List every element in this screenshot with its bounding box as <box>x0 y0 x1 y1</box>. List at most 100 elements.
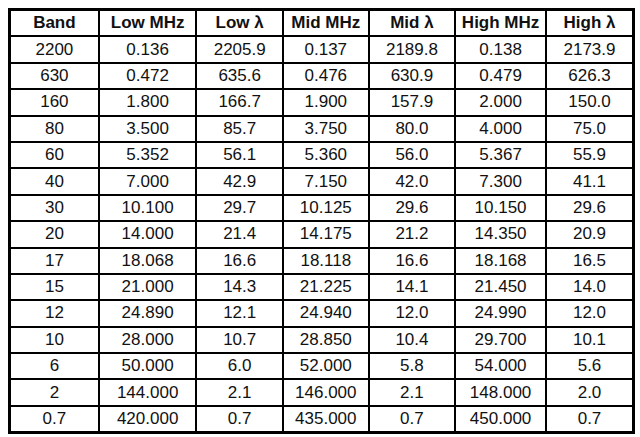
table-cell: 42.9 <box>196 168 282 194</box>
table-cell: 56.1 <box>196 142 282 168</box>
table-cell: 3.750 <box>283 116 369 142</box>
table-row: 1521.00014.321.22514.121.45014.0 <box>10 274 634 300</box>
table-cell: 0.472 <box>99 63 197 89</box>
table-cell: 20.9 <box>546 221 634 247</box>
table-cell: 40 <box>10 168 99 194</box>
table-row: 605.35256.15.36056.05.36755.9 <box>10 142 634 168</box>
table-cell: 435.000 <box>283 406 369 433</box>
table-row: 2014.00021.414.17521.214.35020.9 <box>10 221 634 247</box>
table-cell: 60 <box>10 142 99 168</box>
table-cell: 2.000 <box>455 89 546 115</box>
header-row: Band Low MHz Low λ Mid MHz Mid λ High MH… <box>10 10 634 37</box>
table-cell: 626.3 <box>546 63 634 89</box>
table-cell: 2 <box>10 379 99 405</box>
table-cell: 56.0 <box>369 142 455 168</box>
table-cell: 2205.9 <box>196 36 282 62</box>
table-cell: 16.6 <box>196 248 282 274</box>
table-cell: 55.9 <box>546 142 634 168</box>
table-cell: 14.000 <box>99 221 197 247</box>
table-row: 803.50085.73.75080.04.00075.0 <box>10 116 634 142</box>
table-cell: 29.700 <box>455 327 546 353</box>
table-cell: 5.6 <box>546 353 634 379</box>
table-cell: 10.100 <box>99 195 197 221</box>
table-cell: 18.068 <box>99 248 197 274</box>
table-cell: 29.6 <box>546 195 634 221</box>
band-frequency-table: Band Low MHz Low λ Mid MHz Mid λ High MH… <box>8 8 635 434</box>
table-cell: 148.000 <box>455 379 546 405</box>
table-cell: 21.000 <box>99 274 197 300</box>
table-row: 1224.89012.124.94012.024.99012.0 <box>10 300 634 326</box>
table-cell: 0.476 <box>283 63 369 89</box>
table-cell: 2173.9 <box>546 36 634 62</box>
table-cell: 54.000 <box>455 353 546 379</box>
table-cell: 157.9 <box>369 89 455 115</box>
column-header-high-lambda: High λ <box>546 10 634 37</box>
table-cell: 150.0 <box>546 89 634 115</box>
table-cell: 18.168 <box>455 248 546 274</box>
table-cell: 5.367 <box>455 142 546 168</box>
table-cell: 21.225 <box>283 274 369 300</box>
table-cell: 2.1 <box>369 379 455 405</box>
table-cell: 2189.8 <box>369 36 455 62</box>
table-row: 6300.472635.60.476630.90.479626.3 <box>10 63 634 89</box>
column-header-mid-mhz: Mid MHz <box>283 10 369 37</box>
table-cell: 10.4 <box>369 327 455 353</box>
table-row: 22000.1362205.90.1372189.80.1382173.9 <box>10 36 634 62</box>
table-cell: 0.138 <box>455 36 546 62</box>
table-cell: 5.8 <box>369 353 455 379</box>
table-cell: 28.850 <box>283 327 369 353</box>
table-cell: 21.2 <box>369 221 455 247</box>
table-cell: 24.990 <box>455 300 546 326</box>
table-cell: 4.000 <box>455 116 546 142</box>
table-cell: 42.0 <box>369 168 455 194</box>
table-cell: 24.890 <box>99 300 197 326</box>
table-cell: 420.000 <box>99 406 197 433</box>
table-row: 1718.06816.618.11816.618.16816.5 <box>10 248 634 274</box>
table-row: 0.7420.0000.7435.0000.7450.0000.7 <box>10 406 634 433</box>
table-cell: 0.7 <box>546 406 634 433</box>
table-cell: 41.1 <box>546 168 634 194</box>
table-cell: 20 <box>10 221 99 247</box>
table-cell: 15 <box>10 274 99 300</box>
table-cell: 635.6 <box>196 63 282 89</box>
table-cell: 630.9 <box>369 63 455 89</box>
page-background: Band Low MHz Low λ Mid MHz Mid λ High MH… <box>0 0 640 437</box>
table-cell: 18.118 <box>283 248 369 274</box>
table-cell: 0.137 <box>283 36 369 62</box>
table-cell: 17 <box>10 248 99 274</box>
table-cell: 29.7 <box>196 195 282 221</box>
table-cell: 80.0 <box>369 116 455 142</box>
table-cell: 144.000 <box>99 379 197 405</box>
table-cell: 21.450 <box>455 274 546 300</box>
column-header-band: Band <box>10 10 99 37</box>
table-cell: 12.0 <box>546 300 634 326</box>
table-row: 3010.10029.710.12529.610.15029.6 <box>10 195 634 221</box>
table-cell: 2.0 <box>546 379 634 405</box>
table-cell: 2200 <box>10 36 99 62</box>
table-row: 1601.800166.71.900157.92.000150.0 <box>10 89 634 115</box>
column-header-high-mhz: High MHz <box>455 10 546 37</box>
table-cell: 1.800 <box>99 89 197 115</box>
table-cell: 7.300 <box>455 168 546 194</box>
table-cell: 12.0 <box>369 300 455 326</box>
table-cell: 14.1 <box>369 274 455 300</box>
table-cell: 52.000 <box>283 353 369 379</box>
table-cell: 14.0 <box>546 274 634 300</box>
table-cell: 14.3 <box>196 274 282 300</box>
column-header-low-mhz: Low MHz <box>99 10 197 37</box>
table-cell: 85.7 <box>196 116 282 142</box>
table-cell: 12.1 <box>196 300 282 326</box>
table-row: 407.00042.97.15042.07.30041.1 <box>10 168 634 194</box>
table-cell: 0.7 <box>10 406 99 433</box>
column-header-low-lambda: Low λ <box>196 10 282 37</box>
table-cell: 5.360 <box>283 142 369 168</box>
table-cell: 0.7 <box>196 406 282 433</box>
table-cell: 0.479 <box>455 63 546 89</box>
table-cell: 50.000 <box>99 353 197 379</box>
table-cell: 16.5 <box>546 248 634 274</box>
table-cell: 6.0 <box>196 353 282 379</box>
table-cell: 5.352 <box>99 142 197 168</box>
table-cell: 166.7 <box>196 89 282 115</box>
table-cell: 7.000 <box>99 168 197 194</box>
table-body: 22000.1362205.90.1372189.80.1382173.9630… <box>10 36 634 432</box>
